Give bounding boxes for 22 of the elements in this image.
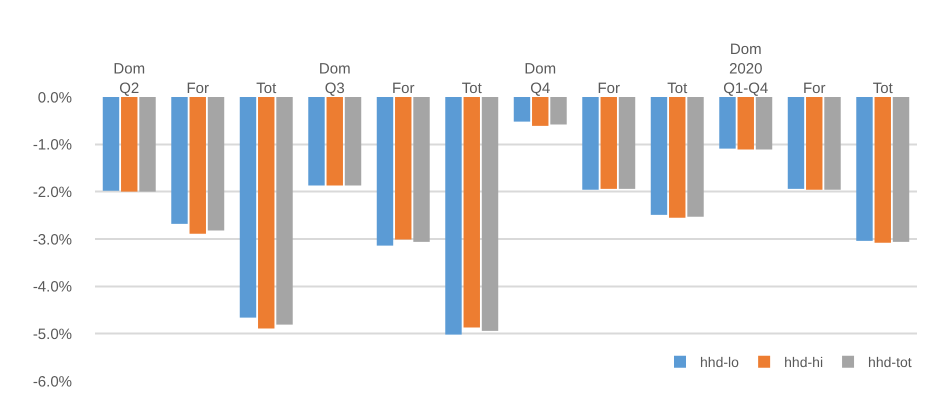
y-tick-label: -5.0% <box>32 326 72 343</box>
y-tick-label: 0.0% <box>38 89 72 106</box>
x-tick-label: For <box>186 80 210 97</box>
legend-label: hhd-hi <box>784 354 824 370</box>
x-tick-label: For <box>803 80 826 97</box>
x-tick-label: For <box>598 80 620 97</box>
x-tick-label: Dom Q4 <box>524 60 556 97</box>
x-tick-label: Tot <box>256 80 278 97</box>
x-tick-label: Dom Q2 <box>113 60 146 97</box>
y-tick-label: -3.0% <box>32 231 72 248</box>
y-tick-label: -1.0% <box>32 136 72 154</box>
x-tick-label: Dom 2020 Q1-Q4 <box>723 41 768 97</box>
x-tick-label: Tot <box>462 80 483 97</box>
y-tick-label: -4.0% <box>32 278 72 296</box>
legend-label: hhd-tot <box>868 354 912 370</box>
x-tick-label: Tot <box>667 80 688 97</box>
x-tick-label: Tot <box>872 80 894 97</box>
y-tick-label: -2.0% <box>32 184 72 201</box>
legend-label: hhd-lo <box>700 354 740 370</box>
y-tick-label: -6.0% <box>32 373 72 390</box>
x-tick-label: Dom Q3 <box>318 60 351 97</box>
x-tick-label: For <box>392 80 415 97</box>
